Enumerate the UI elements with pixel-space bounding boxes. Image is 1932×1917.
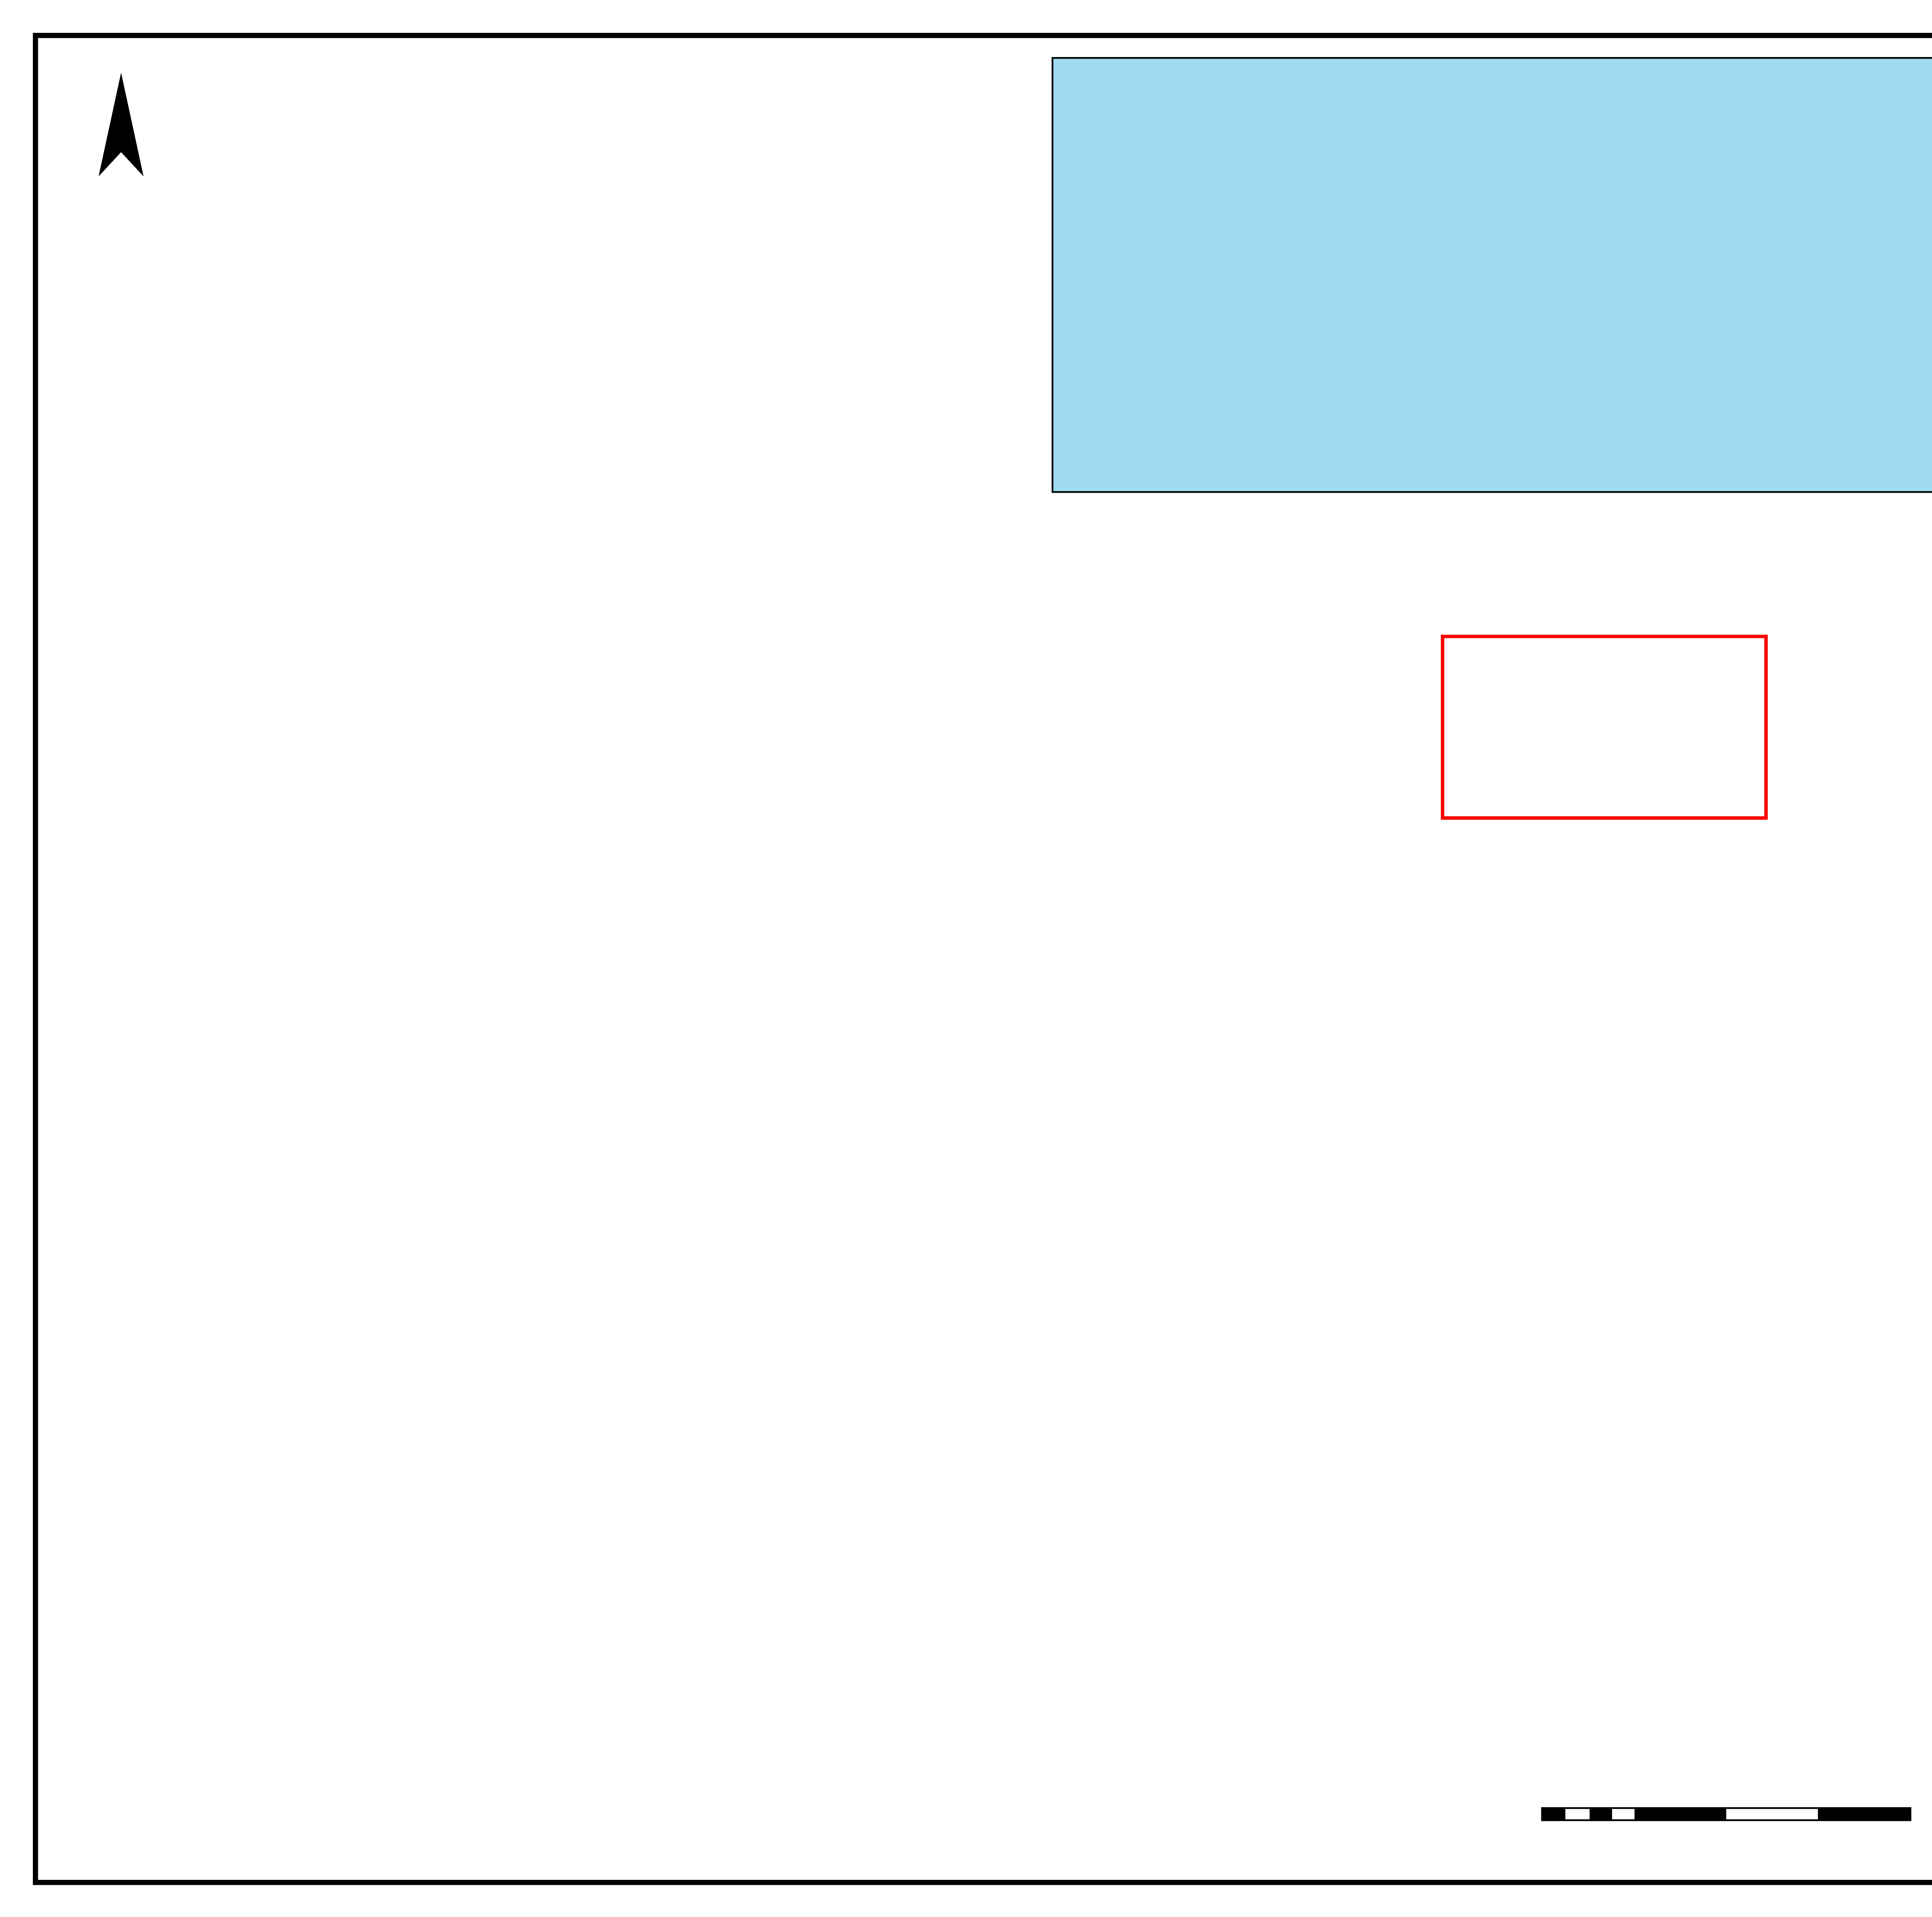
scale-bar-numbers xyxy=(1529,1785,1932,1806)
scale-bar xyxy=(1529,1785,1932,1821)
inset-map-northeast xyxy=(1051,57,1932,493)
north-arrow-icon xyxy=(99,73,144,177)
inset-choropleth-canvas xyxy=(1053,59,1932,491)
scale-bar-graphic xyxy=(1541,1807,1912,1821)
inset-extent-rectangle xyxy=(1440,634,1768,820)
north-arrow xyxy=(87,69,156,242)
